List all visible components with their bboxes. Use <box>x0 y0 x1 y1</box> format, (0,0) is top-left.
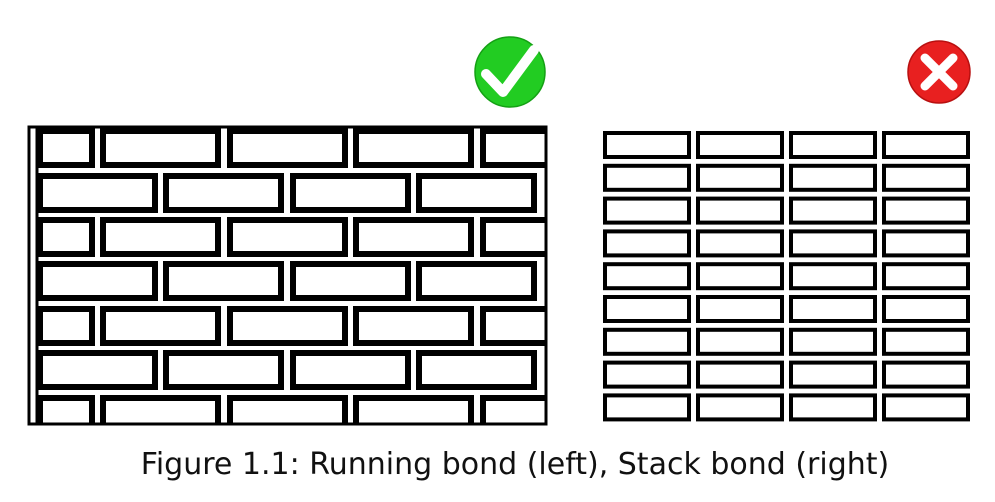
running-brick <box>100 395 221 424</box>
cross-icon <box>907 40 971 104</box>
stack-brick <box>882 295 970 323</box>
stack-brick <box>789 327 877 356</box>
stack-brick <box>789 163 877 192</box>
stack-brick <box>789 295 877 323</box>
running-brick <box>227 395 348 424</box>
running-brick <box>37 173 158 213</box>
running-brick <box>37 350 158 390</box>
stack-brick <box>882 163 970 192</box>
stack-brick <box>789 360 877 389</box>
stack-brick <box>603 131 691 159</box>
figure-caption: Figure 1.1: Running bond (left), Stack b… <box>140 447 890 482</box>
stack-brick <box>789 131 877 159</box>
stack-brick <box>696 295 784 323</box>
running-brick <box>163 173 284 213</box>
running-brick <box>480 306 546 346</box>
running-brick <box>163 350 284 390</box>
running-brick <box>37 217 95 257</box>
running-brick <box>290 261 411 301</box>
stack-brick <box>882 262 970 291</box>
stack-brick <box>696 229 784 258</box>
running-brick <box>227 128 348 168</box>
stack-brick <box>603 229 691 258</box>
running-brick <box>353 217 474 257</box>
running-bond-panel <box>27 125 548 426</box>
running-brick <box>353 128 474 168</box>
running-brick <box>100 128 221 168</box>
running-brick <box>416 173 537 213</box>
stack-brick <box>696 262 784 291</box>
stack-brick <box>882 196 970 225</box>
running-brick <box>100 217 221 257</box>
stack-brick <box>789 262 877 291</box>
running-brick <box>100 306 221 346</box>
stack-brick <box>882 131 970 159</box>
running-brick <box>37 261 158 301</box>
stack-brick <box>789 229 877 258</box>
stack-brick <box>603 262 691 291</box>
stack-brick <box>882 360 970 389</box>
stack-brick <box>696 163 784 192</box>
running-brick <box>37 128 95 168</box>
stack-brick <box>603 360 691 389</box>
stack-brick <box>882 327 970 356</box>
running-brick <box>480 128 546 168</box>
stack-brick <box>882 393 970 422</box>
running-bond-frame <box>27 125 548 426</box>
stack-brick <box>603 393 691 422</box>
running-brick <box>290 350 411 390</box>
running-brick <box>353 306 474 346</box>
running-brick <box>290 173 411 213</box>
stack-brick <box>603 327 691 356</box>
stack-brick <box>882 229 970 258</box>
running-brick <box>227 217 348 257</box>
stack-brick <box>696 131 784 159</box>
stack-bond-wall <box>603 131 970 422</box>
stack-brick <box>789 196 877 225</box>
running-brick <box>37 395 95 424</box>
running-brick <box>163 261 284 301</box>
running-brick <box>416 261 537 301</box>
running-brick <box>416 350 537 390</box>
running-brick <box>353 395 474 424</box>
stack-brick <box>603 196 691 225</box>
stack-brick <box>789 393 877 422</box>
stack-brick <box>696 360 784 389</box>
running-brick <box>227 306 348 346</box>
running-bond-wall <box>35 127 546 424</box>
running-brick <box>37 306 95 346</box>
stack-brick <box>603 163 691 192</box>
running-brick <box>480 395 546 424</box>
stack-brick <box>603 295 691 323</box>
stack-brick <box>696 327 784 356</box>
running-brick <box>480 217 546 257</box>
stack-brick <box>696 196 784 225</box>
stack-brick <box>696 393 784 422</box>
check-icon <box>474 36 546 108</box>
